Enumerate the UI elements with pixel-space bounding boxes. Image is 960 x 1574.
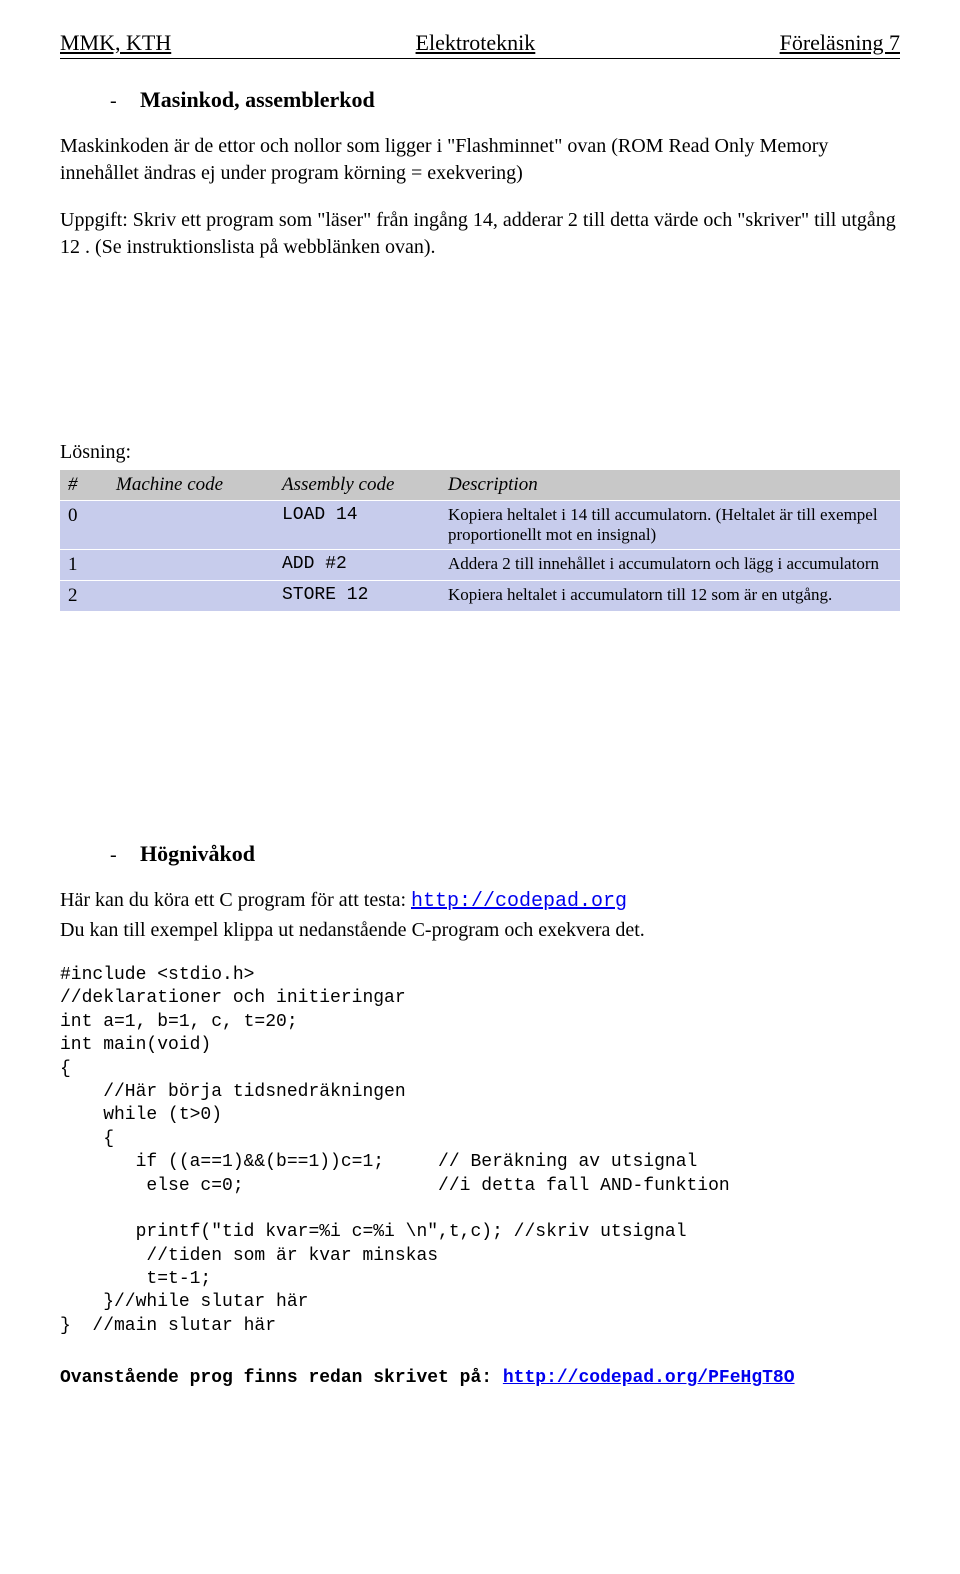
c-intro-text: Här kan du köra ett C program för att te… <box>60 889 411 911</box>
section-title-masinkod: Masinkod, assemblerkod <box>140 87 375 113</box>
section-masinkod: - Masinkod, assemblerkod <box>110 87 900 113</box>
section-hognivakod: - Högnivåkod Här kan du köra ett C progr… <box>60 841 900 1388</box>
paragraph-2: Uppgift: Skriv ett program som "läser" f… <box>60 207 900 261</box>
col-machine-code: Machine code <box>108 470 274 501</box>
table-row: 1 ADD #2 Addera 2 till innehållet i accu… <box>60 550 900 581</box>
header-right: Föreläsning 7 <box>780 30 900 56</box>
solution-table: # Machine code Assembly code Description… <box>60 470 900 611</box>
solution-label: Lösning: <box>60 441 900 464</box>
bullet-dash-icon: - <box>110 844 140 867</box>
col-idx: # <box>60 470 108 501</box>
table-header-row: # Machine code Assembly code Description <box>60 470 900 501</box>
page-header: MMK, KTH Elektroteknik Föreläsning 7 <box>60 30 900 59</box>
cell-desc: Addera 2 till innehållet i accumulatorn … <box>440 550 900 581</box>
col-assembly-code: Assembly code <box>274 470 440 501</box>
c-intro-line1: Här kan du köra ett C program för att te… <box>60 887 900 915</box>
bullet-dash-icon: - <box>110 90 140 113</box>
cell-mc <box>108 581 274 612</box>
c-code-block: #include <stdio.h> //deklarationer och i… <box>60 964 900 1338</box>
codepad-link[interactable]: http://codepad.org <box>411 890 627 913</box>
header-center: Elektroteknik <box>416 30 536 56</box>
table-row: 2 STORE 12 Kopiera heltalet i accumulato… <box>60 581 900 612</box>
cell-mc <box>108 501 274 550</box>
cell-desc: Kopiera heltalet i accumulatorn till 12 … <box>440 581 900 612</box>
cell-idx: 1 <box>60 550 108 581</box>
cell-mc <box>108 550 274 581</box>
page-container: MMK, KTH Elektroteknik Föreläsning 7 - M… <box>0 0 960 1418</box>
codepad-result-link[interactable]: http://codepad.org/PFeHgT8O <box>503 1368 795 1388</box>
section-title-hognivakod: Högnivåkod <box>140 841 255 867</box>
col-description: Description <box>440 470 900 501</box>
paragraph-1: Maskinkoden är de ettor och nollor som l… <box>60 133 900 187</box>
footer-note: Ovanstående prog finns redan skrivet på:… <box>60 1368 900 1388</box>
header-left: MMK, KTH <box>60 30 171 56</box>
table-row: 0 LOAD 14 Kopiera heltalet i 14 till acc… <box>60 501 900 550</box>
cell-asm: STORE 12 <box>274 581 440 612</box>
cell-idx: 2 <box>60 581 108 612</box>
cell-idx: 0 <box>60 501 108 550</box>
footer-text: Ovanstående prog finns redan skrivet på: <box>60 1368 503 1388</box>
cell-desc: Kopiera heltalet i 14 till accumulatorn.… <box>440 501 900 550</box>
cell-asm: ADD #2 <box>274 550 440 581</box>
cell-asm: LOAD 14 <box>274 501 440 550</box>
c-intro-line2: Du kan till exempel klippa ut nedanståen… <box>60 917 900 944</box>
